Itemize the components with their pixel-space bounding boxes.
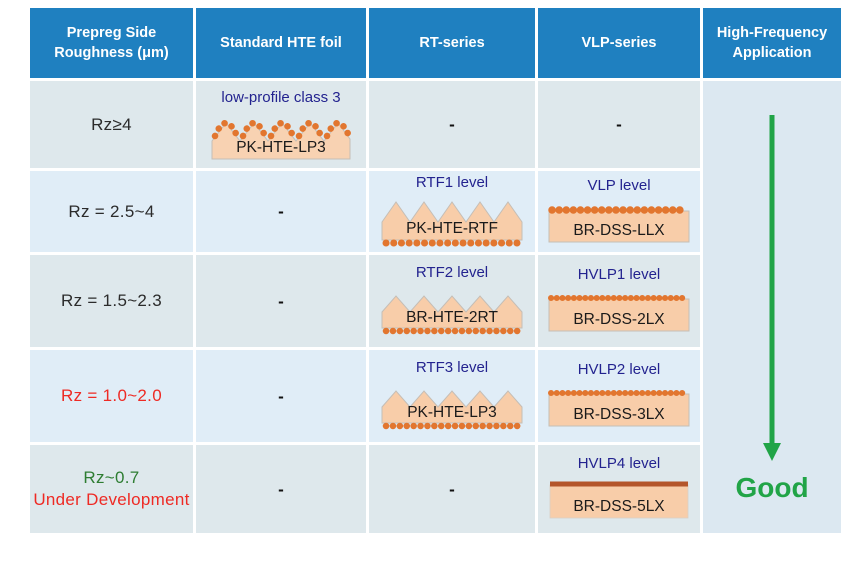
foil-product-name: PK-HTE-LP3 — [407, 404, 497, 421]
row2-hte-cell: - — [196, 171, 366, 252]
under-development-label: Under Development — [33, 490, 190, 509]
foil-level-label: VLP level — [587, 176, 651, 194]
foil-product-name: BR-DSS-5LX — [573, 498, 665, 515]
row5-rt-cell: - — [369, 445, 535, 533]
foil-cross-section-peaks-icon: PK-HTE-LP3 — [377, 379, 527, 433]
good-label: Good — [735, 472, 809, 503]
header-rt-series: RT-series — [369, 8, 535, 78]
row3-vlp-cell: HVLP1 level BR-DSS-2LX — [538, 255, 700, 347]
row1-vlp-cell: - — [538, 81, 700, 168]
not-available-dash: - — [449, 479, 455, 499]
foil-level-label: RTF3 level — [415, 359, 489, 376]
roughness-value: Rz = 1.0~2.0 — [61, 386, 162, 405]
foil-level-label: HVLP4 level — [577, 455, 661, 472]
header-standard-hte-foil: Standard HTE foil — [196, 8, 366, 78]
header-high-frequency-application: High-Frequency Application — [703, 8, 841, 78]
row2-rt-cell: RTF1 level PK-HTE-RTF — [369, 171, 535, 252]
foil-cross-section-bumpy-icon: BR-DSS-2LX — [544, 286, 694, 336]
foil-product-name: PK-HTE-LP3 — [236, 138, 326, 156]
row3-rt-cell: RTF2 level BR-HTE-2RT — [369, 255, 535, 347]
high-frequency-direction-cell: Good — [703, 81, 841, 533]
roughness-value: Rz = 2.5~4 — [68, 201, 155, 221]
foil-product-name: BR-DSS-2LX — [573, 311, 665, 328]
not-available-dash: - — [278, 386, 284, 406]
roughness-value: Rz~0.7 — [83, 468, 140, 487]
foil-cross-section-peaks-icon: BR-HTE-2RT — [377, 284, 527, 338]
row4-hte-cell: - — [196, 350, 366, 442]
foil-product-name: BR-DSS-LLX — [573, 221, 665, 239]
row1-rt-cell: - — [369, 81, 535, 168]
roughness-value: Rz≥4 — [91, 114, 132, 134]
foil-roughness-table: Prepreg Side Roughness (μm) Standard HTE… — [30, 8, 841, 533]
foil-level-label: HVLP2 level — [577, 361, 661, 378]
foil-cross-section-bumpy-icon: BR-DSS-LLX — [544, 197, 694, 247]
foil-product-name: BR-HTE-2RT — [406, 309, 498, 326]
row1-hte-cell: low-profile class 3 PK-HTE-LP3 — [196, 81, 366, 168]
header-vlp-series: VLP-series — [538, 8, 700, 78]
not-available-dash: - — [278, 202, 284, 221]
down-arrow-icon — [756, 115, 788, 466]
foil-level-label: HVLP1 level — [577, 266, 661, 283]
row3-roughness-cell: Rz = 1.5~2.3 — [30, 255, 193, 347]
row4-rt-cell: RTF3 level PK-HTE-LP3 — [369, 350, 535, 442]
row1-roughness-cell: Rz≥4 — [30, 81, 193, 168]
foil-level-label: low-profile class 3 — [221, 88, 341, 106]
not-available-dash: - — [278, 291, 284, 311]
row2-vlp-cell: VLP level BR-DSS-LLX — [538, 171, 700, 252]
row4-vlp-cell: HVLP2 level BR-DSS-3LX — [538, 350, 700, 442]
not-available-dash: - — [449, 115, 455, 134]
foil-cross-section-smooth-icon: BR-DSS-5LX — [544, 475, 694, 523]
row5-vlp-cell: HVLP4 level BR-DSS-5LX — [538, 445, 700, 533]
foil-level-label: RTF1 level — [415, 173, 489, 191]
header-prepreg-roughness: Prepreg Side Roughness (μm) — [30, 8, 193, 78]
row4-roughness-cell: Rz = 1.0~2.0 — [30, 350, 193, 442]
row5-hte-cell: - — [196, 445, 366, 533]
foil-cross-section-nodule-icon: PK-HTE-LP3 — [206, 109, 356, 161]
foil-cross-section-peaks-icon: PK-HTE-RTF — [377, 194, 527, 250]
foil-cross-section-bumpy-icon: BR-DSS-3LX — [544, 381, 694, 431]
row5-roughness-cell: Rz~0.7 Under Development — [30, 445, 193, 533]
row2-roughness-cell: Rz = 2.5~4 — [30, 171, 193, 252]
foil-product-name: PK-HTE-RTF — [406, 219, 498, 237]
foil-level-label: RTF2 level — [415, 264, 489, 281]
not-available-dash: - — [616, 115, 622, 134]
roughness-value: Rz = 1.5~2.3 — [61, 291, 162, 310]
not-available-dash: - — [278, 479, 284, 499]
row3-hte-cell: - — [196, 255, 366, 347]
foil-product-name: BR-DSS-3LX — [573, 406, 665, 423]
